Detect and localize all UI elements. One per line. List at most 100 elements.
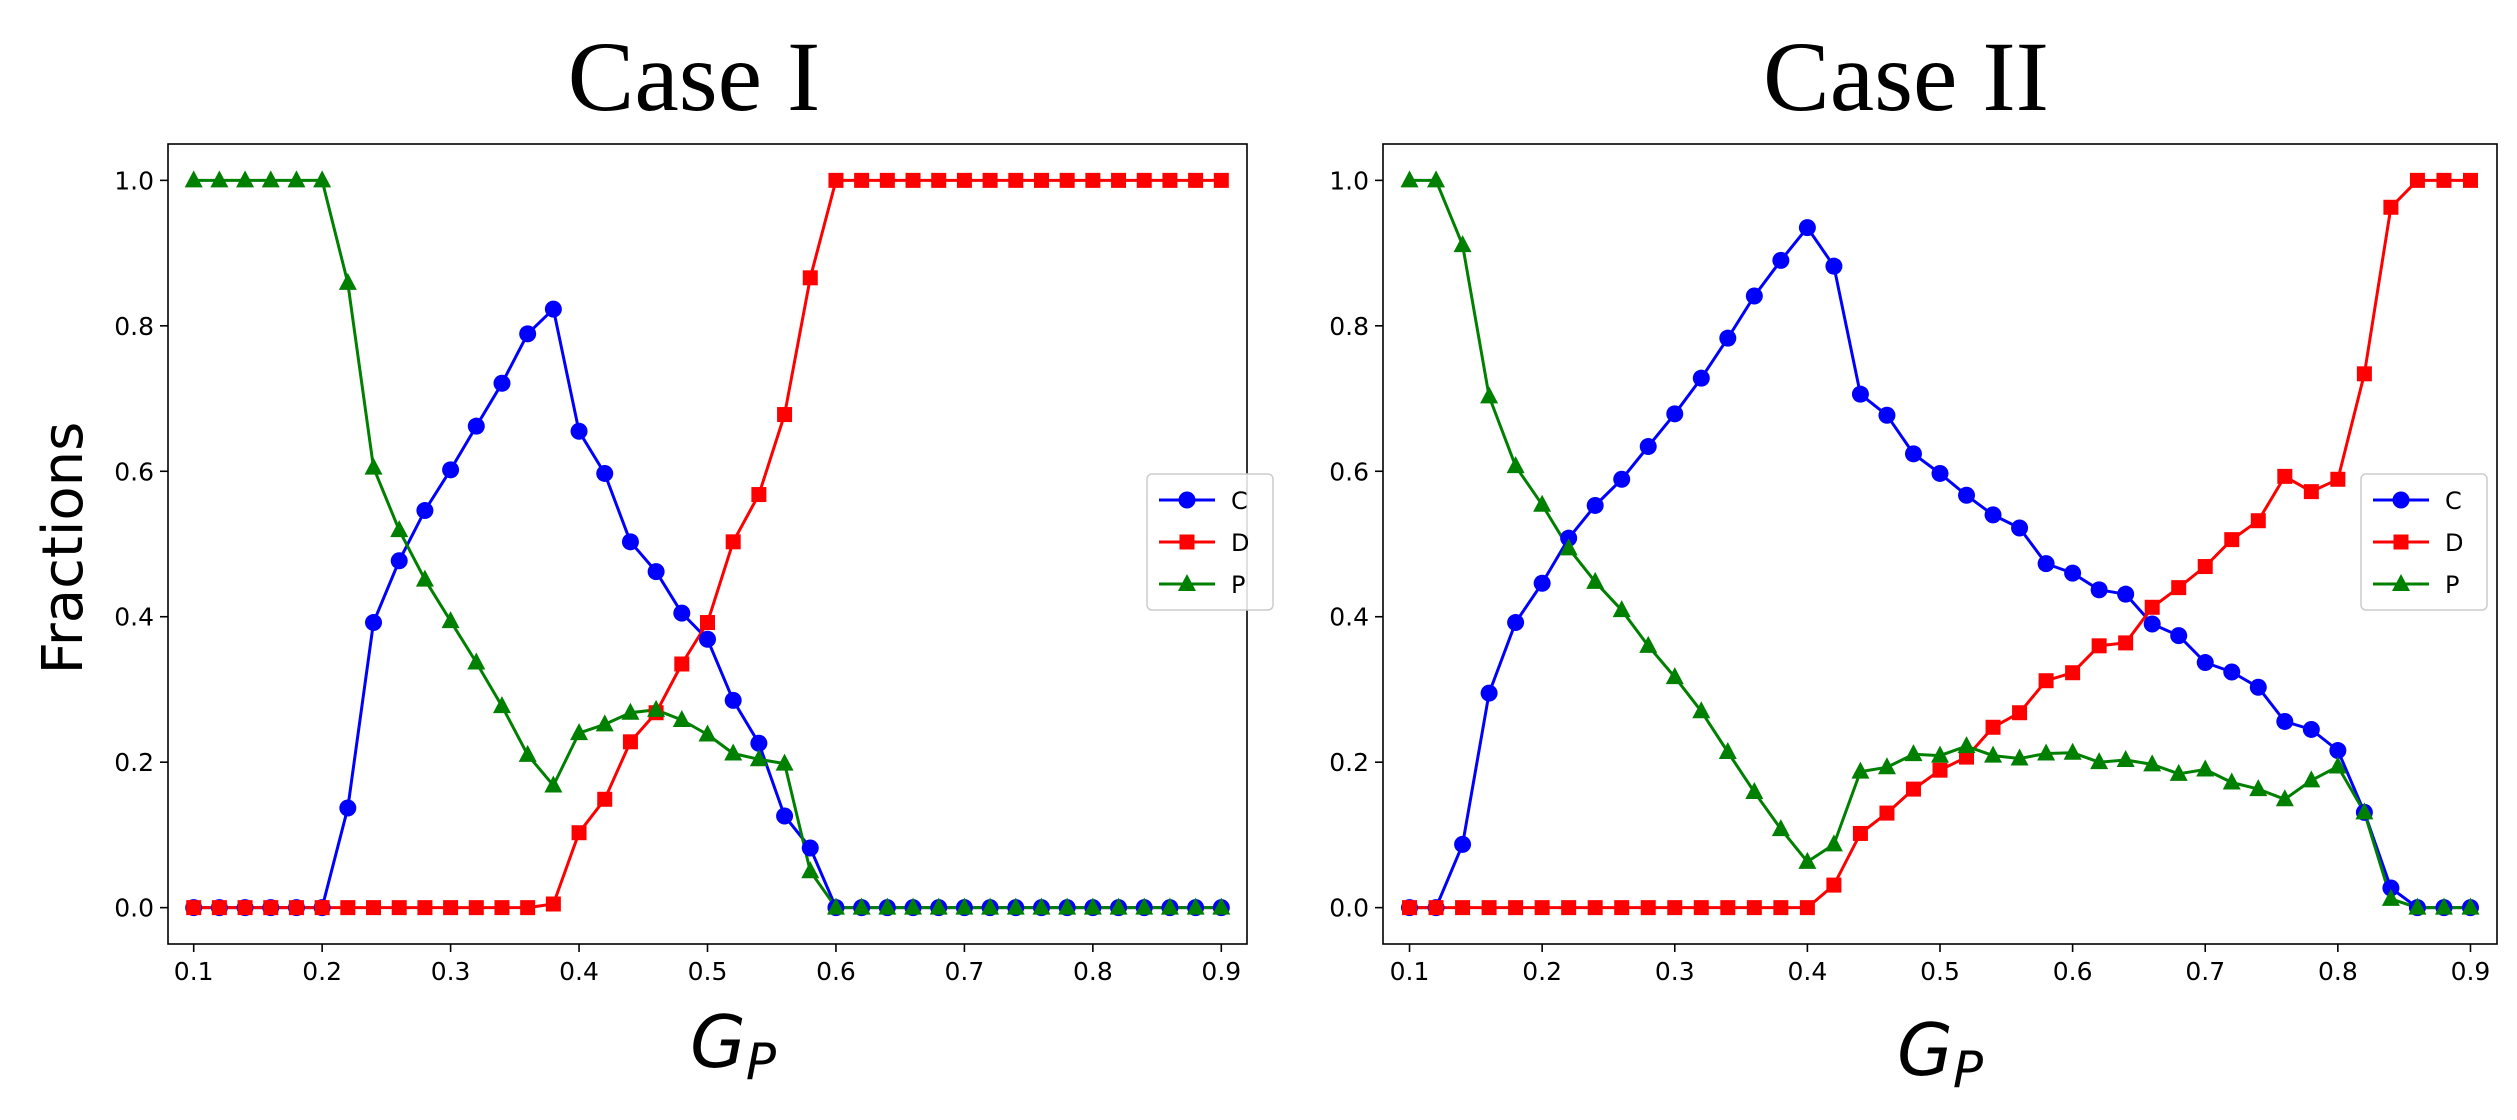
case-ii-series-c-point — [2090, 581, 2108, 599]
case-ii-series-p-point — [2408, 897, 2427, 915]
case-i-panel: Case I Fractions GP 0.1 0.2 0.3 0.4 0.5 0.6 0.… — [31, 21, 1274, 1091]
case-i-series-c-line — [193, 307, 1222, 910]
case-ii-y-tick-label: 0.0 — [1329, 894, 1369, 923]
case-i-series-d-point — [777, 407, 793, 423]
case-ii-legend-d-marker — [2393, 534, 2409, 550]
case-i-series-d-point — [1033, 172, 1049, 188]
case-ii-series-d-point — [2091, 638, 2107, 654]
case-ii-series-c-point — [1533, 574, 1551, 592]
case-i-series-p-point — [955, 897, 974, 915]
case-ii-legend-c-label: C — [2445, 487, 2462, 515]
case-ii-series-d-point — [2383, 199, 2399, 215]
case-i-x-axis-label-subscript: P — [746, 1033, 777, 1091]
case-ii-x-axis-label-main: G — [1897, 1008, 1953, 1092]
case-i-series-c-point — [801, 839, 819, 857]
case-i-series-d-point — [931, 172, 947, 188]
case-i-series-d-point — [340, 900, 356, 916]
case-i-series-p-point — [1058, 897, 1077, 915]
case-i-series-p-point — [364, 457, 383, 475]
case-ii-series-d-point — [1455, 900, 1471, 916]
case-i-series-p-point — [1006, 897, 1025, 915]
case-ii-series-c-point — [1984, 506, 2002, 524]
case-ii-series-d-point — [2436, 172, 2452, 188]
case-i-series-p-point — [852, 897, 871, 915]
case-i-x-axis-label-main: G — [690, 1000, 746, 1084]
case-ii-series-d-point — [2065, 665, 2081, 681]
case-i-series-d-point — [1162, 172, 1178, 188]
case-i-series-d-point — [520, 900, 536, 916]
case-ii-series-c-point — [1851, 385, 1869, 403]
case-i-series-d-point — [494, 900, 510, 916]
case-ii-series-p-point — [2461, 897, 2480, 915]
case-i-series-p-point — [544, 775, 563, 793]
case-ii-series-p-point — [2196, 759, 2215, 777]
case-ii-series-p-point — [1692, 701, 1711, 719]
case-ii-series-d-point — [2012, 705, 2028, 721]
case-i-series-d-point — [263, 900, 279, 916]
case-i-y-tick-label: 0.0 — [114, 894, 154, 923]
case-i-axes-frame — [167, 143, 1248, 945]
case-i-legend-d-marker — [1179, 534, 1195, 550]
case-ii-series-d-point — [1826, 877, 1842, 893]
case-ii-axes: 0.1 0.2 0.3 0.4 0.5 0.6 0.7 0.8 0.9 0.0 0.2 0.4 0.6 0… — [1329, 143, 2498, 986]
case-i-series-d-point — [725, 534, 741, 550]
case-i-x-tick-label: 0.9 — [1201, 957, 1241, 986]
case-ii-series-d-point — [1402, 900, 1418, 916]
case-i-series-p-point — [210, 170, 229, 188]
case-i-title: Case I — [568, 21, 821, 132]
case-i-series-p-point — [467, 652, 486, 670]
case-ii-series-d-point — [2356, 366, 2372, 382]
case-ii-series-p-point — [1745, 782, 1764, 799]
case-ii-x-tick-label: 0.1 — [1390, 957, 1430, 986]
case-ii-series-p-point — [1824, 834, 1843, 852]
case-ii-series-d-point — [1905, 781, 1921, 797]
case-ii-series-p-point — [2302, 770, 2321, 788]
case-ii-series-d-point — [1561, 900, 1577, 916]
case-i-series-p-point — [929, 897, 948, 915]
case-i-series-d-point — [879, 172, 895, 188]
case-i-series-p-point — [981, 897, 1000, 915]
case-i-series-d-point — [674, 656, 690, 672]
case-ii-series-p-point — [1798, 851, 1817, 869]
case-i-series-d-point — [1059, 172, 1075, 188]
case-ii-series-c-point — [2249, 678, 2267, 696]
case-i-series-d-point — [802, 270, 818, 286]
case-i-series-c-point — [596, 464, 614, 482]
case-ii-x-tick-label: 0.3 — [1655, 957, 1695, 986]
case-i-series-p-point — [184, 170, 203, 188]
case-ii-series-d-point — [2250, 513, 2266, 529]
case-i-series-p-point — [1160, 897, 1179, 915]
case-i-x-tick-label: 0.1 — [174, 957, 214, 986]
case-i-series-c-point — [390, 552, 408, 570]
case-i-series-p-point — [1135, 897, 1154, 915]
case-ii-x-tick-label: 0.4 — [1787, 957, 1827, 986]
case-i-series-p-point — [1212, 897, 1231, 915]
case-ii-series-d-point — [1773, 900, 1789, 916]
case-i-series-c-point — [647, 563, 665, 581]
case-i-x-tick-label: 0.7 — [945, 957, 985, 986]
case-ii-series-p-point — [2090, 752, 2109, 770]
case-i-series-d-point — [1085, 172, 1101, 188]
case-ii-series-p-point — [2434, 897, 2453, 915]
case-i-series-p-point — [904, 897, 923, 915]
case-ii-y-tick-label: 0.4 — [1329, 603, 1369, 632]
case-i-series-p-point — [313, 170, 332, 188]
case-i-series-d-point — [982, 172, 998, 188]
case-ii-series-p-point — [2169, 763, 2188, 781]
case-i-series-d-point — [1111, 172, 1127, 188]
case-i-series-c-point — [467, 417, 485, 435]
case-i-series-p-point — [647, 699, 666, 717]
case-ii-series-d-point — [2462, 172, 2478, 188]
case-ii-series-c-point — [1904, 445, 1922, 463]
case-ii-series-d-point — [1534, 900, 1550, 916]
case-i-x-tick-label: 0.5 — [688, 957, 728, 986]
case-ii-y-tick-label: 0.8 — [1329, 312, 1369, 341]
case-ii-series-p-point — [1612, 600, 1631, 618]
case-i-y-tick-label: 0.6 — [114, 457, 154, 486]
case-ii-series-d-point — [2303, 484, 2319, 500]
case-ii-panel: Case II GP 0.1 0.2 0.3 0.4 0.5 0.6 0.7 0.8 0.90.… — [1329, 21, 2498, 1099]
case-ii-series-c-point — [1745, 287, 1763, 305]
case-i-series-c-point — [724, 691, 742, 709]
case-ii-series-d-point — [1508, 900, 1524, 916]
case-i-series-p-point — [826, 897, 845, 915]
